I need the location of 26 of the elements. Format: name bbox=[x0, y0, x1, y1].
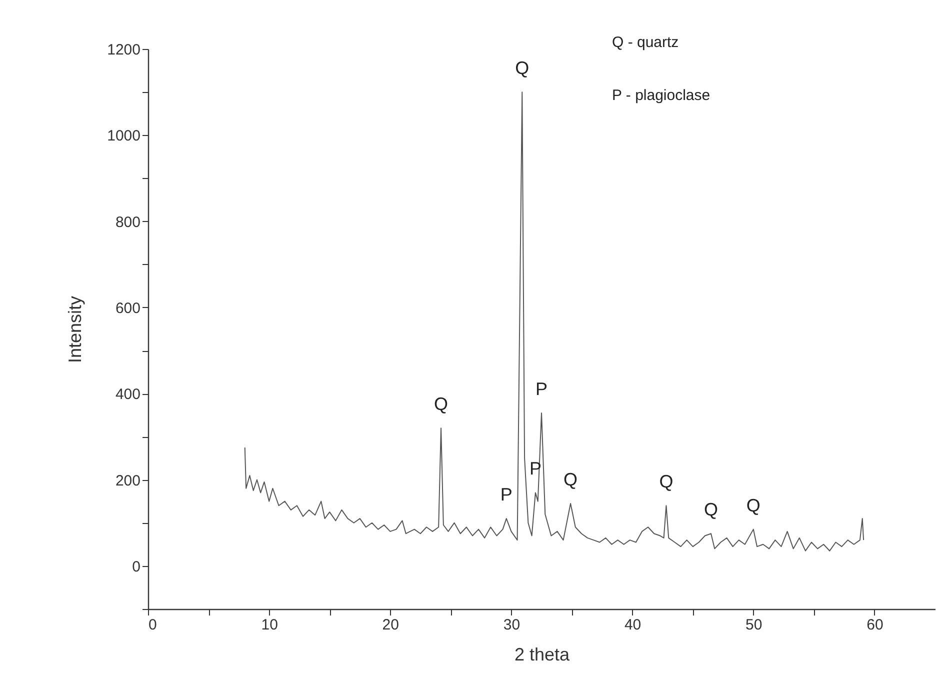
x-tick-label: 50 bbox=[746, 616, 762, 634]
x-tick-label: 60 bbox=[866, 616, 884, 634]
x-axis-title: 2 theta bbox=[514, 644, 571, 664]
y-tick-label: 1000 bbox=[107, 128, 140, 145]
annotation: Q - quartz bbox=[612, 34, 679, 51]
y-tick-label: 800 bbox=[115, 214, 140, 231]
x-tick-label: 40 bbox=[624, 616, 642, 634]
y-tick-label: 400 bbox=[115, 386, 140, 404]
x-tick-label: 30 bbox=[503, 616, 520, 634]
y-tick-label: 600 bbox=[115, 300, 140, 317]
x-tick-label: 10 bbox=[261, 616, 278, 634]
y-tick-label: 1200 bbox=[107, 42, 140, 58]
annotation: P bbox=[500, 484, 512, 505]
annotation: P - plagioclase bbox=[612, 87, 710, 104]
y-tick-label: 200 bbox=[115, 472, 140, 490]
annotation: Q bbox=[746, 495, 760, 516]
annotation: Q bbox=[515, 58, 530, 78]
x-tick-label: 20 bbox=[382, 616, 399, 634]
annotation: P bbox=[535, 379, 548, 399]
x-tick-label: 0 bbox=[148, 616, 157, 634]
annotation: Q bbox=[659, 472, 674, 492]
annotation: Q bbox=[434, 394, 448, 414]
annotation: Q bbox=[704, 500, 718, 520]
y-axis-title: Intensity bbox=[65, 296, 86, 364]
y-tick-label: 0 bbox=[132, 558, 140, 576]
annotation: Q bbox=[564, 469, 578, 490]
